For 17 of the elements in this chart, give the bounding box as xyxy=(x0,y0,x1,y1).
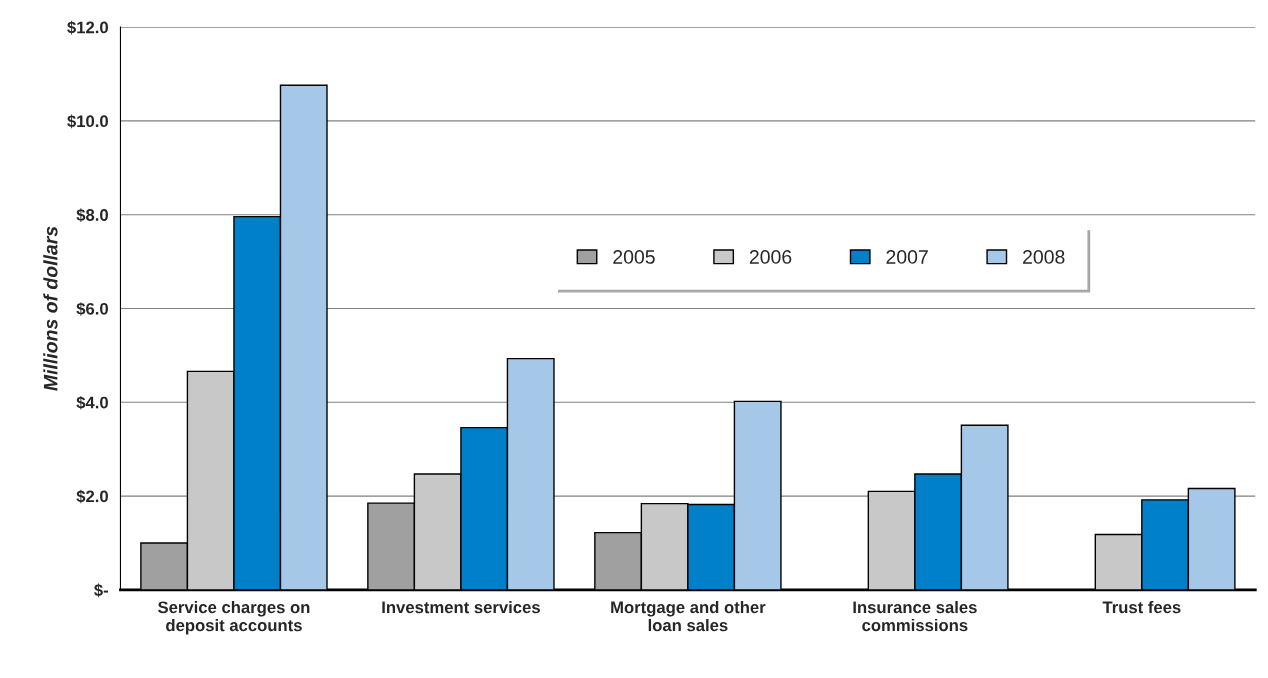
x-tick-label: Insurance sales commissions xyxy=(853,600,977,632)
x-tick-label: Mortgage and other loan sales xyxy=(611,600,766,632)
x-tick-label: Investment services xyxy=(382,600,540,614)
y-axis-title: Millions of dollars xyxy=(43,226,58,391)
x-tick-label: Service charges on deposit accounts xyxy=(158,600,310,635)
y-tick-label: $8.0 xyxy=(76,208,108,222)
y-tick-label: $2.0 xyxy=(76,489,108,504)
y-tick-label: $6.0 xyxy=(76,302,108,316)
y-tick-label: $10.0 xyxy=(67,114,108,129)
legend-label: 2006 xyxy=(749,250,792,264)
y-tick-label: $12.0 xyxy=(67,20,108,35)
legend-label: 2007 xyxy=(886,250,928,264)
y-tick-label: $4.0 xyxy=(76,395,108,410)
y-tick-label: $- xyxy=(94,583,108,598)
legend-label: 2005 xyxy=(613,250,655,264)
legend-label: 2008 xyxy=(1023,250,1065,264)
x-tick-label: Trust fees xyxy=(1102,600,1181,614)
